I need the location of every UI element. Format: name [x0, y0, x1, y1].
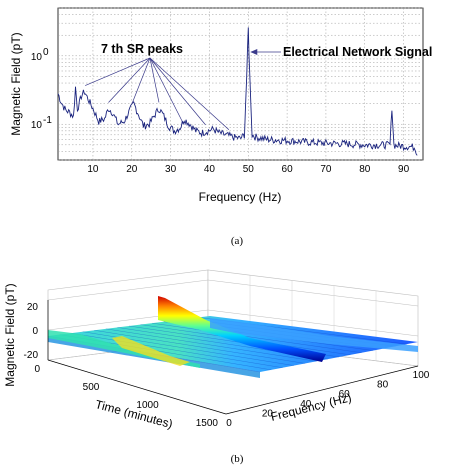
ripple-line [71, 332, 283, 368]
ridge-100hz [210, 318, 418, 352]
spectrum-line [57, 27, 418, 156]
time-tick-label: 0 [34, 364, 40, 375]
sr-peak-arrow [149, 57, 230, 130]
sr-peak-arrow [85, 57, 151, 86]
time-tick-label: 1500 [196, 418, 219, 429]
x-tick-label: 60 [282, 164, 294, 175]
network-signal-arrowhead [250, 49, 258, 55]
x-tick-label: 90 [398, 164, 410, 175]
x-tick-label: 10 [87, 164, 99, 175]
time-ticks: 0 500 1000 1500 [34, 364, 218, 429]
sr-peak-arrow [149, 57, 160, 103]
sr-peak-arrow [149, 57, 183, 122]
grid-line-z [207, 279, 419, 307]
y-axis-label: Magnetic Field (pT) [9, 32, 23, 135]
x-tick-label: 40 [204, 164, 216, 175]
z-ticks: 20 0 -20 [24, 302, 39, 361]
freq-tick-label: 20 [262, 408, 274, 419]
freq-tick-label: 0 [226, 418, 232, 429]
freq-tick-label: 100 [413, 370, 430, 381]
annotation-arrows [85, 49, 281, 130]
caption-a: (a) [231, 235, 244, 247]
freq-tick-label: 60 [339, 389, 351, 400]
x-tick-label: 30 [165, 164, 177, 175]
y-tick-exponent: -1 [43, 115, 52, 126]
surface-chart: 20 0 -20 0 500 1000 1500 0 20 40 60 80 100 Magneti… [3, 269, 430, 465]
freq-tick-label: 40 [300, 399, 312, 410]
ripple-line [152, 322, 362, 353]
z-tick-label: 0 [32, 326, 38, 337]
freq-axis-line [225, 365, 419, 415]
x-ticks: 10 20 30 40 50 60 70 80 90 [87, 164, 409, 175]
x-tick-label: 80 [359, 164, 371, 175]
caption-b: (b) [231, 453, 244, 465]
y-tick-label: 10 [31, 52, 43, 63]
z-tick-label: -20 [24, 350, 39, 361]
sr-peak-arrow [131, 57, 151, 105]
freq-ticks: 0 20 40 60 80 100 [226, 370, 430, 429]
time-tick-label: 500 [83, 382, 100, 393]
ripple-line [94, 330, 306, 364]
surface-floor [48, 316, 418, 372]
grid [58, 7, 423, 161]
freq-tick-label: 80 [377, 380, 389, 391]
x-tick-label: 50 [243, 164, 255, 175]
z-tick-label: 20 [27, 302, 39, 313]
ripple-line [105, 328, 317, 362]
sr-peak-arrow [108, 57, 151, 103]
y-tick-exponent: 0 [43, 47, 49, 58]
time-axis-label: Time (minutes) [94, 397, 174, 431]
time-tick-label: 1000 [136, 400, 159, 411]
x-tick-label: 70 [320, 164, 332, 175]
grid-line-z [47, 279, 209, 301]
ridge-front-low [112, 336, 190, 366]
z-axis-label: Magnetic Field (pT) [3, 283, 17, 386]
x-axis-label: Frequency (Hz) [199, 190, 282, 204]
x-tick-label: 20 [126, 164, 138, 175]
grid-line-z [207, 309, 419, 337]
plot-area [57, 7, 424, 161]
freq-axis-label: Frequency (Hz) [269, 390, 353, 424]
sr-peaks-annotation: 7 th SR peaks [101, 42, 183, 56]
sr-peak-arrow [149, 57, 206, 126]
ridge-50hz [158, 296, 326, 362]
network-signal-annotation: Electrical Network Signal [283, 45, 432, 59]
time-axis-line [47, 359, 227, 415]
y-tick-label: 10 [31, 120, 43, 131]
